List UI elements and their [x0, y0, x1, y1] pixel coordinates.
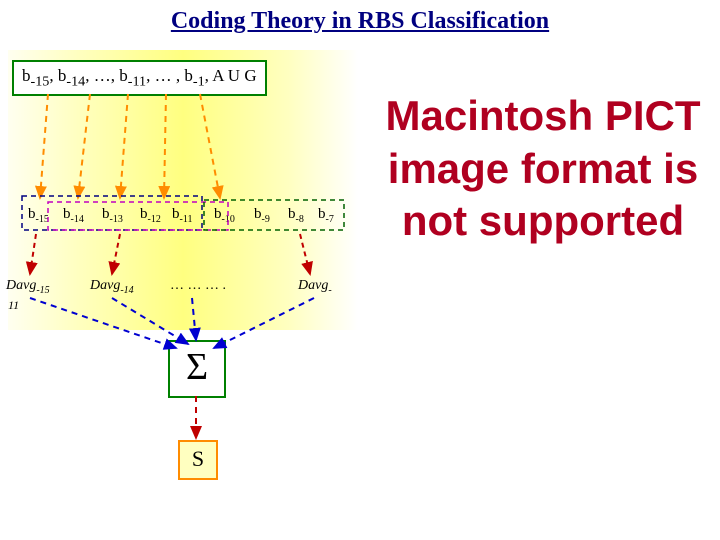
davg-label: Davg-15	[6, 278, 50, 296]
b-label: b-11	[172, 206, 192, 225]
page-title: Coding Theory in RBS Classification	[0, 8, 720, 35]
davg-label: Davg-14	[90, 278, 134, 296]
b-label: b-14	[63, 206, 84, 225]
sequence-text: b-15, b-14, …, b-11, … , b-1, A U G	[22, 66, 257, 85]
b-label: b-12	[140, 206, 161, 225]
s-box: S	[178, 440, 218, 480]
b-label: b-15	[28, 206, 49, 225]
b-label: b-7	[318, 206, 334, 225]
davg-label: Davg-	[298, 278, 332, 296]
sigma-box: Σ	[168, 340, 226, 398]
b-label: b-8	[288, 206, 304, 225]
b-label: b-9	[254, 206, 270, 225]
b-label: b-10	[214, 206, 235, 225]
davg-label: … … … .	[170, 278, 226, 294]
sequence-box: b-15, b-14, …, b-11, … , b-1, A U G	[12, 60, 267, 96]
b-label: b-13	[102, 206, 123, 225]
label-eleven: 11	[8, 298, 19, 313]
pict-unsupported-message: Macintosh PICT image format is not suppo…	[378, 90, 708, 248]
